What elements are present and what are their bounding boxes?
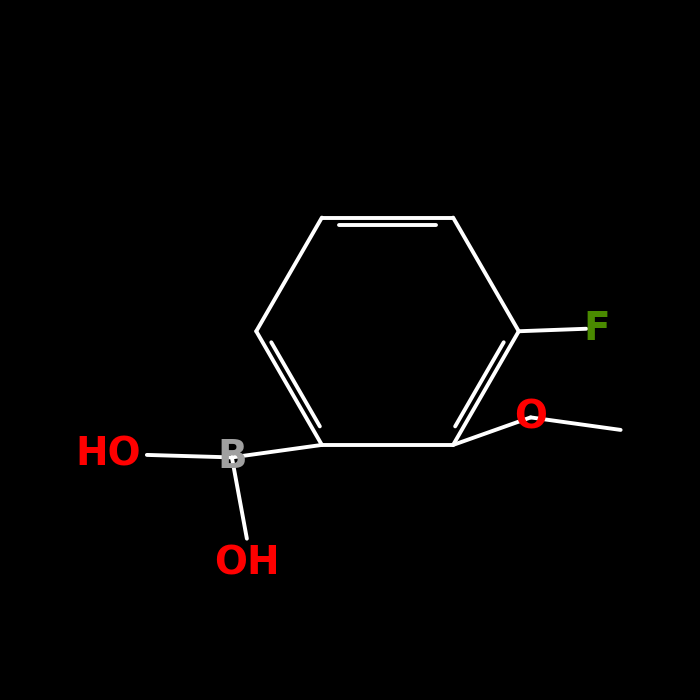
Text: F: F <box>583 309 610 348</box>
Text: B: B <box>217 438 246 477</box>
Text: O: O <box>514 398 547 436</box>
Text: HO: HO <box>75 436 141 474</box>
Text: OH: OH <box>214 545 280 583</box>
